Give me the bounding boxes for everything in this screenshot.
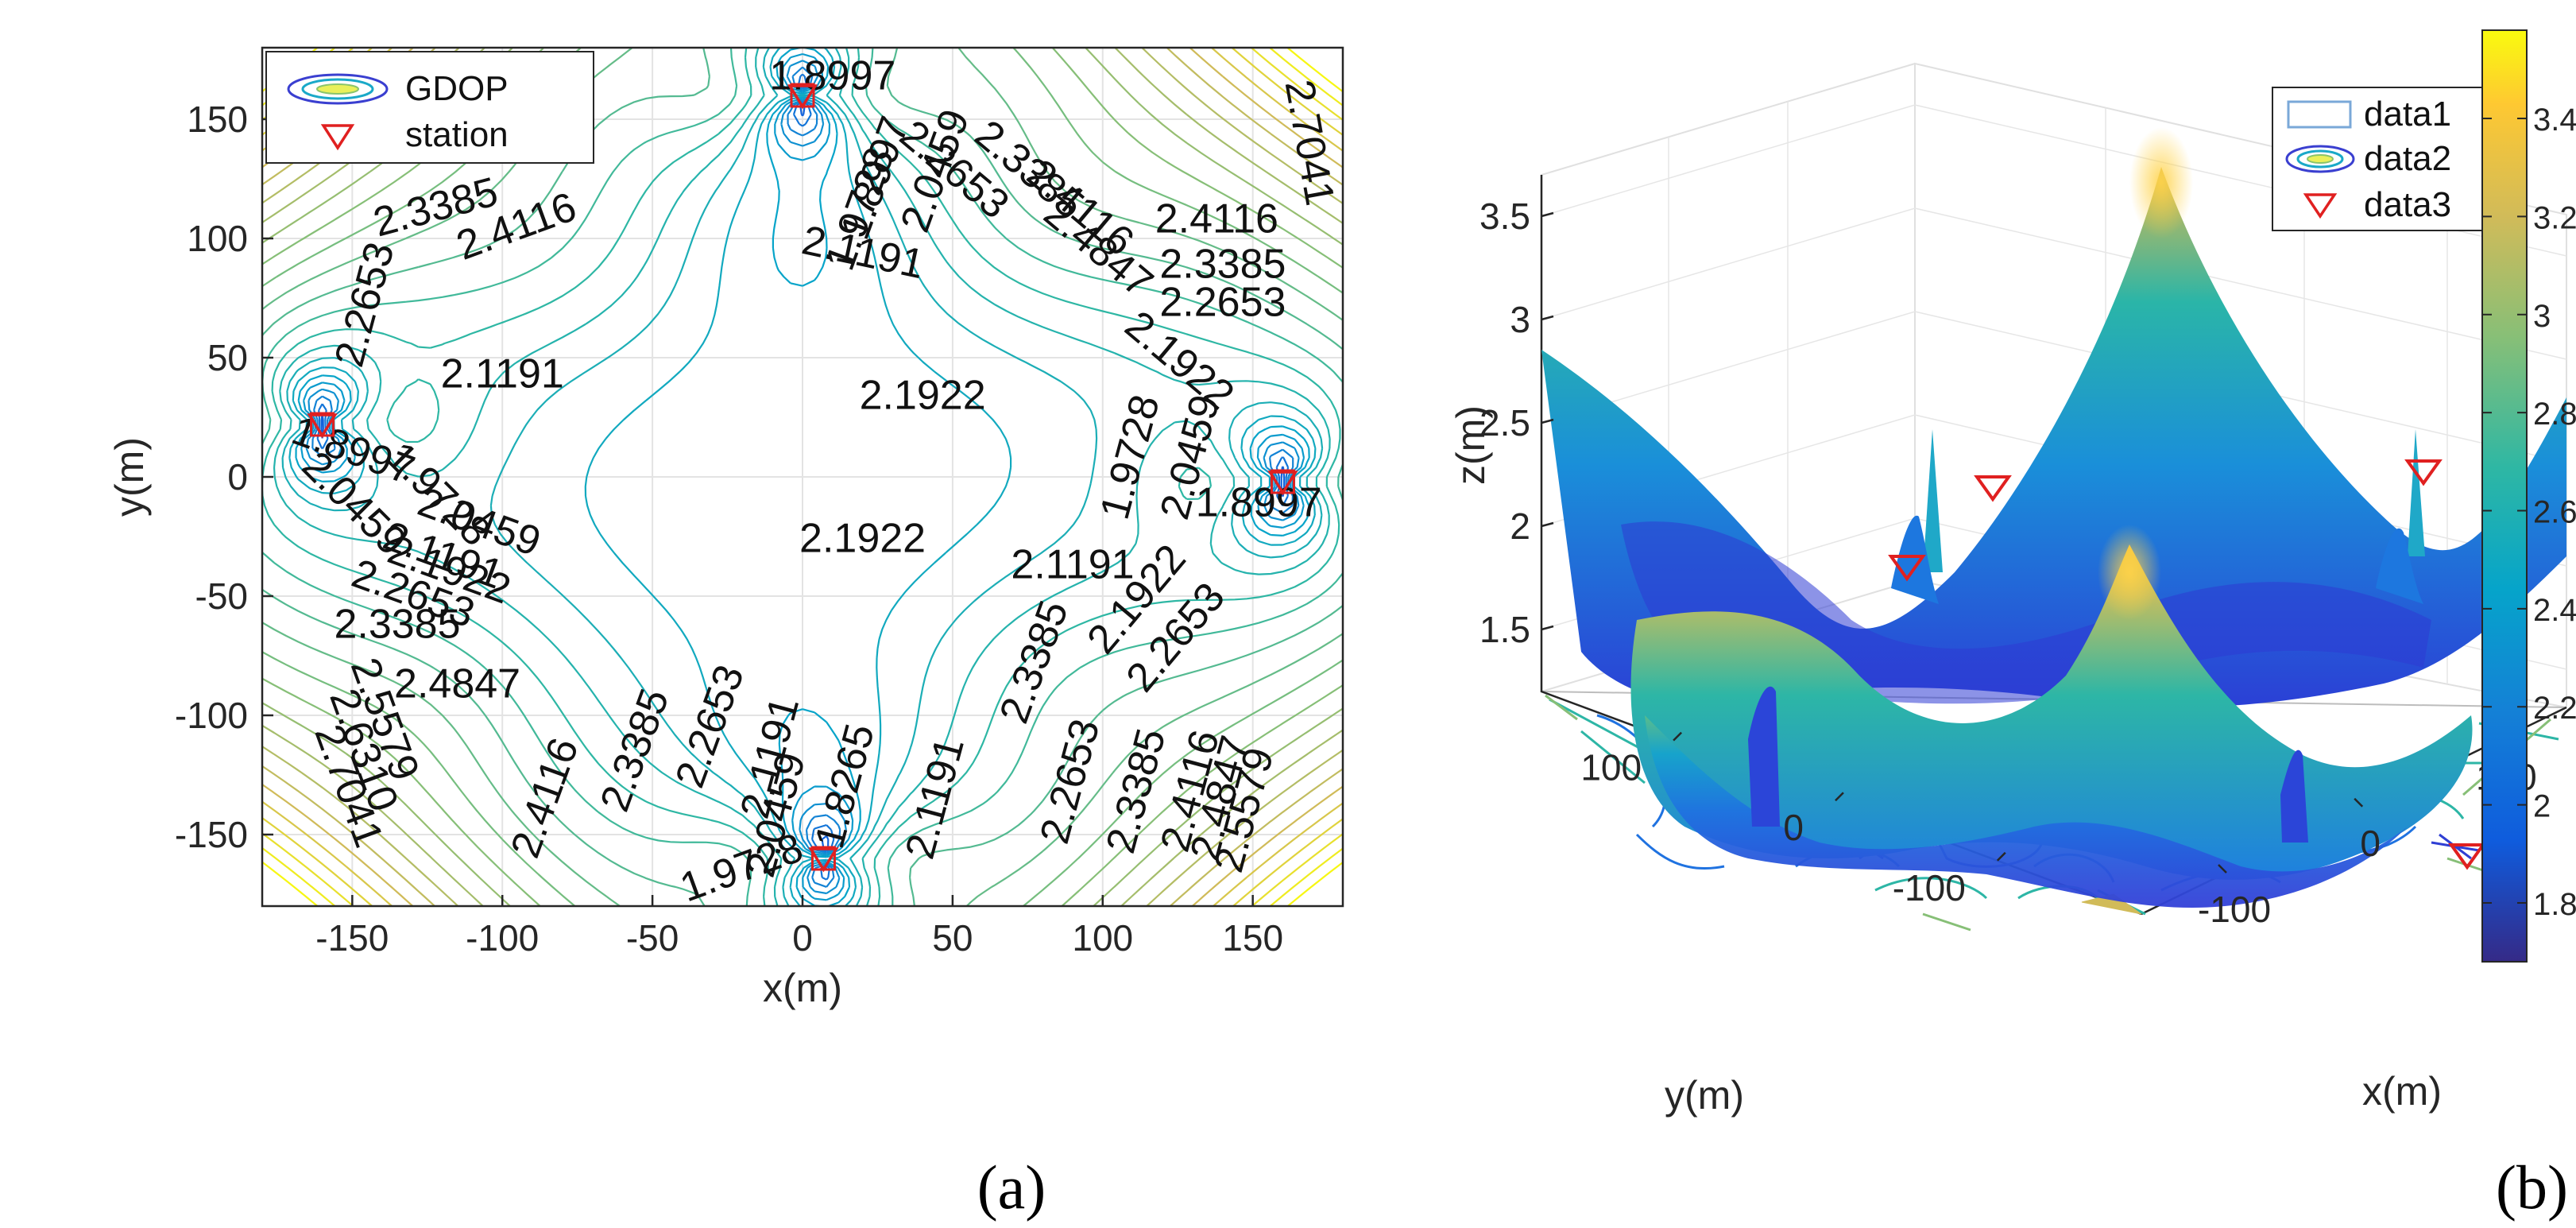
panel-label-b: (b) <box>2496 1152 2568 1222</box>
surface-spike-4 <box>2376 528 2423 604</box>
gdop-legend-icon <box>287 73 389 105</box>
station-marker <box>1267 471 1298 496</box>
surface-notch-2 <box>2280 750 2308 843</box>
contour-legend: GDOP station <box>265 51 594 164</box>
contour-label: 2.3385 <box>1159 242 1286 288</box>
legend-data1-label: data1 <box>2364 95 2451 134</box>
x-tick-label: 50 <box>932 917 973 959</box>
contour-label: 2.4116 <box>1155 196 1278 242</box>
x-tick-label: -150 <box>315 917 389 959</box>
surface-station-marker <box>1974 475 2012 502</box>
station-markers <box>307 83 1298 873</box>
contour-label: 1.8997 <box>769 53 895 99</box>
y-tick-label: 0 <box>227 456 248 498</box>
x-tick-label: 150 <box>1222 917 1283 959</box>
colorbar: 3.4 3.2 3 2.8 2.6 2.4 2.2 2 1.8 <box>2481 29 2576 963</box>
surface-back-sheet <box>1541 167 2566 708</box>
contour-label: 2.3385 <box>334 602 460 648</box>
contour-label: 2.1922 <box>799 516 926 562</box>
station-marker <box>808 847 839 873</box>
y-axis-label: y(m) <box>107 437 152 517</box>
y-tick-label: 100 <box>187 218 248 259</box>
z-tick-label: 3.5 <box>1479 196 1530 237</box>
z-axis-label: z(m) <box>1449 405 1493 485</box>
surface-top-glow <box>2129 127 2193 238</box>
colorbar-tick-label: 3.2 <box>2533 200 2576 235</box>
data1-legend-icon <box>2287 100 2352 129</box>
contour-label: 2.1922 <box>860 373 986 419</box>
colorbar-tick-label: 2.8 <box>2533 397 2576 432</box>
contour-label: 2.1191 <box>1011 542 1134 588</box>
z-tick-label: 2 <box>1510 506 1530 547</box>
legend-box <box>265 51 594 164</box>
contour-line <box>262 48 1343 906</box>
contour-line <box>262 48 1343 906</box>
z-tick-label: 1.5 <box>1479 609 1530 650</box>
surface-front-glow <box>2098 525 2161 620</box>
gdop-surface <box>1541 127 2566 908</box>
colorbar-tick-label: 3 <box>2533 299 2551 334</box>
colorbar-tick-label: 2 <box>2533 789 2551 824</box>
surface-spike-2 <box>2408 429 2425 556</box>
x-axis-label: x(m) <box>763 966 842 1010</box>
surface-spike-3 <box>1891 515 1939 604</box>
data2-legend-icon <box>2285 145 2355 173</box>
data3-legend-icon <box>2303 193 2338 219</box>
colorbar-tick-label: 2.6 <box>2533 495 2576 530</box>
legend-data2-label: data2 <box>2364 139 2451 178</box>
legend-data3-label: data3 <box>2364 185 2451 224</box>
x-tick-label: 0 <box>792 917 813 959</box>
contour-label: 1.8997 <box>1196 480 1322 526</box>
x-axis-label-3d: x(m) <box>2362 1069 2442 1114</box>
surface-front-sheet <box>1645 715 2408 908</box>
colorbar-gradient <box>2481 29 2528 963</box>
y-tick-label: 50 <box>207 337 248 378</box>
surface-station-marker <box>2404 459 2443 486</box>
colorbar-tick-label: 2.4 <box>2533 593 2576 628</box>
y-tick-label: -100 <box>175 695 248 736</box>
contour-line <box>273 48 1331 906</box>
y-tick-label-3d: 100 <box>1580 747 1642 788</box>
x-tick-label-3d: 0 <box>2360 823 2381 864</box>
station-marker <box>307 413 338 439</box>
x-tick-label-3d: -100 <box>2198 889 2271 930</box>
panel-label-a: (a) <box>977 1152 1046 1222</box>
contour-line <box>262 48 1343 906</box>
contour-label: 2.1191 <box>441 351 564 397</box>
legend-gdop-label: GDOP <box>405 69 509 108</box>
x-tick-label: 100 <box>1072 917 1133 959</box>
station-marker <box>787 84 818 110</box>
contour-ticks: -150 -100 -50 0 50 100 150 150 100 50 0 -50 -100 -150 <box>175 99 1283 959</box>
y-tick-label-3d: 0 <box>1783 807 1804 848</box>
station-legend-icon <box>320 124 355 151</box>
legend-station-label: station <box>405 115 509 154</box>
y-tick-label-3d: -100 <box>1893 867 1966 908</box>
x-tick-label: -50 <box>626 917 679 959</box>
contour-line <box>288 48 1317 906</box>
surface-spike-1 <box>1923 429 1943 572</box>
surface-notch-1 <box>1748 686 1780 827</box>
contour-label: 2.4847 <box>394 661 520 707</box>
contour-label: 2.2653 <box>1159 280 1286 326</box>
surface-station-marker <box>2448 843 2486 870</box>
contour-line <box>262 48 1343 906</box>
colorbar-tick-label: 2.2 <box>2533 691 2576 726</box>
x-tick-label: -100 <box>466 917 539 959</box>
z-tick-label: 3 <box>1510 299 1530 340</box>
y-tick-label: -150 <box>175 814 248 855</box>
y-tick-label: -50 <box>195 575 248 617</box>
panel-a: 1.89972.41162.33852.26532.11912.11912.19… <box>107 46 1344 1010</box>
colorbar-tick-label: 3.4 <box>2533 103 2576 138</box>
y-tick-label: 150 <box>187 99 248 140</box>
colorbar-tick-label: 1.8 <box>2533 887 2576 922</box>
surface-legend: data1 data2 data3 <box>2272 87 2504 231</box>
y-axis-label-3d: y(m) <box>1665 1073 1744 1118</box>
surface-station-markers <box>1888 459 2486 870</box>
contour-line <box>281 48 1324 906</box>
z-tick-label: 2.5 <box>1479 402 1530 444</box>
surface-station-marker <box>1888 555 1926 582</box>
